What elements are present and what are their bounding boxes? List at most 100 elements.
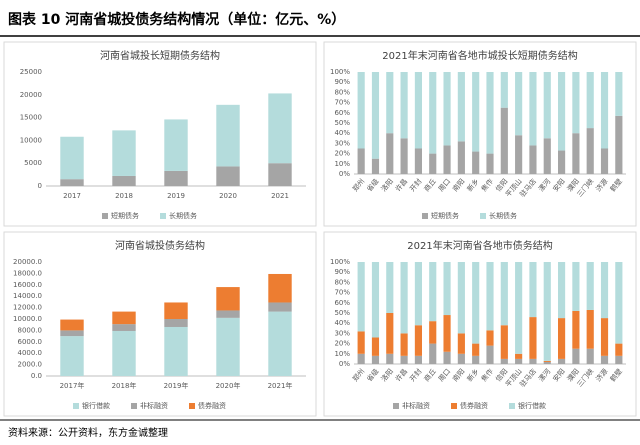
bar-segment: [500, 325, 508, 359]
bar-segment: [586, 262, 594, 310]
legend-label: 银行借款: [518, 401, 546, 410]
bar-segment: [529, 145, 537, 174]
y-tick-label: 0%: [339, 170, 350, 178]
bar-segment: [357, 331, 365, 354]
legend-label: 短期债务: [111, 211, 139, 220]
y-tick-label: 15000: [20, 114, 42, 122]
bar-segment: [600, 148, 609, 174]
bar-segment: [268, 311, 292, 376]
panel-frame: [323, 231, 637, 417]
bar-segment: [386, 72, 394, 134]
bar-segment: [615, 343, 623, 356]
x-tick-label: 许昌: [393, 367, 409, 384]
x-tick-label: 洛阳: [379, 177, 395, 194]
bar-segment: [60, 179, 84, 186]
chart-title: 2021年末河南省各地市城投长短期债务结构: [382, 49, 577, 62]
x-tick-label: 新乡: [465, 177, 481, 194]
bar-segment: [216, 287, 240, 311]
bar-segment: [543, 262, 551, 361]
legend-label: 非标融资: [140, 401, 168, 410]
bar-segment: [515, 135, 523, 174]
bar-segment: [572, 348, 580, 364]
x-tick-label: 安阳: [551, 177, 567, 194]
bar-segment: [572, 133, 580, 174]
x-tick-label: 2018: [115, 192, 133, 200]
bar-segment: [429, 343, 437, 364]
bar-segment: [216, 310, 240, 318]
x-tick-label: 省级: [365, 367, 381, 384]
y-tick-label: 50%: [334, 119, 350, 127]
bar-segment: [443, 145, 451, 174]
y-tick-label: 20000: [20, 91, 42, 99]
bar-segment: [112, 324, 136, 331]
bar-segment: [558, 358, 566, 364]
y-tick-label: 40%: [334, 129, 350, 137]
legend-label: 债券融资: [460, 401, 488, 410]
legend-swatch: [160, 213, 166, 219]
y-tick-label: 18000.0: [13, 269, 42, 277]
x-tick-label: 2021年: [268, 381, 293, 390]
bar-segment: [414, 325, 422, 356]
x-tick-label: 周口: [437, 367, 452, 383]
bar-segment: [586, 309, 594, 349]
bar-segment: [112, 175, 136, 186]
bar-segment: [586, 348, 594, 364]
bar-segment: [400, 72, 408, 139]
x-tick-label: 洛阳: [379, 367, 395, 384]
legend-label: 银行借款: [82, 401, 110, 410]
x-tick-label: 南阳: [451, 367, 467, 384]
y-tick-label: 2000.0: [18, 361, 43, 369]
y-tick-label: 80%: [334, 278, 350, 286]
x-tick-label: 许昌: [393, 177, 409, 194]
panel-frame: [3, 41, 317, 227]
legend-label: 债券融资: [198, 401, 226, 410]
bar-segment: [558, 72, 566, 151]
bar-segment: [164, 302, 188, 319]
bar-segment: [457, 72, 465, 142]
bar-segment: [357, 353, 365, 364]
bar-segment: [486, 72, 494, 154]
x-tick-label: 鹤壁: [608, 367, 624, 384]
y-tick-label: 40%: [334, 319, 350, 327]
bar-segment: [371, 355, 380, 364]
x-tick-label: 周口: [437, 177, 452, 193]
bar-segment: [268, 273, 292, 303]
bar-segment: [543, 72, 551, 139]
bar-segment: [371, 262, 380, 338]
bar-segment: [371, 72, 380, 159]
bar-segment: [500, 72, 508, 108]
bar-segment: [112, 311, 136, 325]
legend-swatch: [393, 403, 399, 409]
y-tick-label: 0%: [339, 360, 350, 368]
y-tick-label: 100%: [330, 258, 350, 266]
bar-segment: [457, 262, 465, 334]
bar-segment: [414, 355, 422, 364]
bar-segment: [457, 353, 465, 364]
legend-swatch: [189, 403, 195, 409]
bar-segment: [558, 150, 566, 174]
bar-segment: [164, 319, 188, 327]
y-tick-label: 25000: [20, 68, 42, 76]
bar-segment: [386, 353, 394, 364]
header-title: 图表 10 河南省城投债务结构情况（单位：亿元、%）: [8, 11, 345, 28]
bar-segment: [472, 343, 480, 356]
bar-segment: [472, 72, 480, 152]
bar-segment: [615, 262, 623, 344]
bar-segment: [558, 262, 566, 319]
legend-label: 非标融资: [402, 401, 430, 410]
bar-segment: [486, 153, 494, 174]
bar-segment: [386, 262, 394, 313]
bar-segment: [586, 72, 594, 129]
bar-segment: [572, 72, 580, 134]
bar-segment: [414, 262, 422, 326]
x-tick-label: 2020: [219, 192, 237, 200]
y-tick-label: 70%: [334, 99, 350, 107]
legend-swatch: [131, 403, 137, 409]
x-tick-label: 2021: [271, 192, 289, 200]
y-tick-label: 14000.0: [13, 292, 42, 300]
bar-segment: [268, 93, 292, 164]
bar-segment: [457, 333, 465, 354]
x-tick-label: 郑州: [351, 367, 366, 383]
bar-segment: [529, 72, 537, 146]
legend-label: 短期债务: [431, 211, 459, 220]
